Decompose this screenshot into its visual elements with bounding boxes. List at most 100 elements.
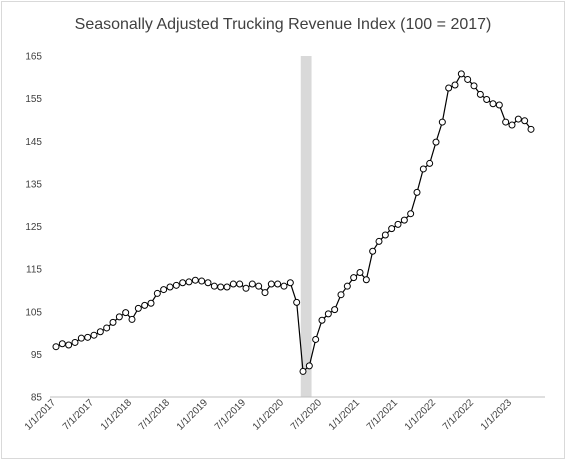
data-point [172, 281, 180, 289]
data-point [191, 276, 199, 284]
data-point [470, 82, 478, 90]
data-point [438, 118, 446, 126]
data-point [115, 313, 123, 321]
data-point [362, 276, 370, 284]
data-point [128, 315, 136, 323]
y-tick-label: 95 [31, 350, 43, 361]
x-tick-label: 1/1/2023 [479, 397, 515, 433]
data-point [464, 75, 472, 83]
data-point [198, 277, 206, 285]
chart-title: Seasonally Adjusted Trucking Revenue Ind… [74, 16, 492, 33]
x-tick-label: 1/1/2019 [175, 397, 211, 433]
x-tick-label: 7/1/2018 [137, 397, 173, 433]
data-point [457, 70, 465, 78]
data-point [337, 291, 345, 299]
data-point [369, 247, 377, 255]
data-point [77, 334, 85, 342]
data-point [153, 289, 161, 297]
data-point [293, 298, 301, 306]
data-point [419, 165, 427, 173]
data-point [242, 284, 250, 292]
y-tick-label: 115 [26, 265, 42, 276]
data-point [331, 306, 339, 314]
y-tick-label: 155 [25, 94, 42, 105]
data-point [71, 338, 79, 346]
series-point-layer [52, 70, 535, 375]
data-point [52, 343, 60, 351]
data-point [90, 331, 98, 339]
data-point [476, 90, 484, 98]
data-point [318, 316, 326, 324]
data-point [236, 280, 244, 288]
data-point [343, 282, 351, 290]
y-tick-label: 85 [31, 393, 43, 404]
data-point [280, 282, 288, 290]
data-point [394, 220, 402, 228]
x-tick-label: 7/1/2019 [213, 397, 249, 433]
data-point [400, 216, 408, 224]
y-tick-label: 145 [25, 137, 42, 148]
data-point [381, 231, 389, 239]
data-point [58, 340, 66, 348]
data-point [210, 282, 218, 290]
data-point [502, 118, 510, 126]
x-tick-label: 1/1/2020 [251, 397, 287, 433]
x-tick-label: 7/1/2021 [365, 397, 401, 433]
data-point [223, 283, 231, 291]
data-point [495, 101, 503, 109]
data-point [375, 237, 383, 245]
data-point [134, 304, 142, 312]
data-point [109, 318, 117, 326]
y-tick-label: 125 [25, 222, 42, 233]
data-point [286, 279, 294, 287]
data-point [103, 324, 111, 332]
data-point [65, 341, 73, 349]
data-point [305, 362, 313, 370]
series-line [55, 72, 532, 373]
data-point [312, 335, 320, 343]
data-point [179, 279, 187, 287]
x-tick-label: 7/1/2017 [61, 397, 97, 433]
x-tick-label: 1/1/2018 [99, 397, 135, 433]
data-point [255, 282, 263, 290]
x-tick-label: 1/1/2021 [327, 397, 363, 433]
data-point [84, 333, 92, 341]
y-tick-label: 105 [25, 307, 42, 318]
data-point [413, 188, 421, 196]
x-tick-label: 7/1/2022 [441, 397, 477, 433]
data-point [141, 301, 149, 309]
data-point [248, 280, 256, 288]
data-point [514, 115, 522, 123]
data-point [261, 289, 269, 297]
data-point [432, 138, 440, 146]
data-point [508, 121, 516, 129]
data-point [217, 283, 225, 291]
data-point [166, 283, 174, 291]
data-point [185, 278, 193, 286]
data-point [204, 279, 212, 287]
data-point [426, 159, 434, 167]
data-point [229, 280, 237, 288]
data-point [483, 95, 491, 103]
data-point [147, 299, 155, 307]
data-point [96, 328, 104, 336]
shaded-period-layer [300, 56, 312, 397]
data-point [451, 81, 459, 89]
x-tick-label: 7/1/2020 [289, 397, 325, 433]
data-point [267, 280, 275, 288]
x-tick-label: 1/1/2022 [403, 397, 439, 433]
data-point [527, 125, 535, 133]
data-point [489, 100, 497, 108]
series-line-layer [55, 72, 532, 373]
shaded-period [300, 56, 312, 397]
data-point [324, 310, 332, 318]
data-point [388, 225, 396, 233]
data-point [445, 84, 453, 92]
y-tick-label: 165 [25, 52, 42, 63]
data-point [356, 269, 364, 277]
data-point [299, 367, 307, 375]
data-point [521, 117, 529, 125]
